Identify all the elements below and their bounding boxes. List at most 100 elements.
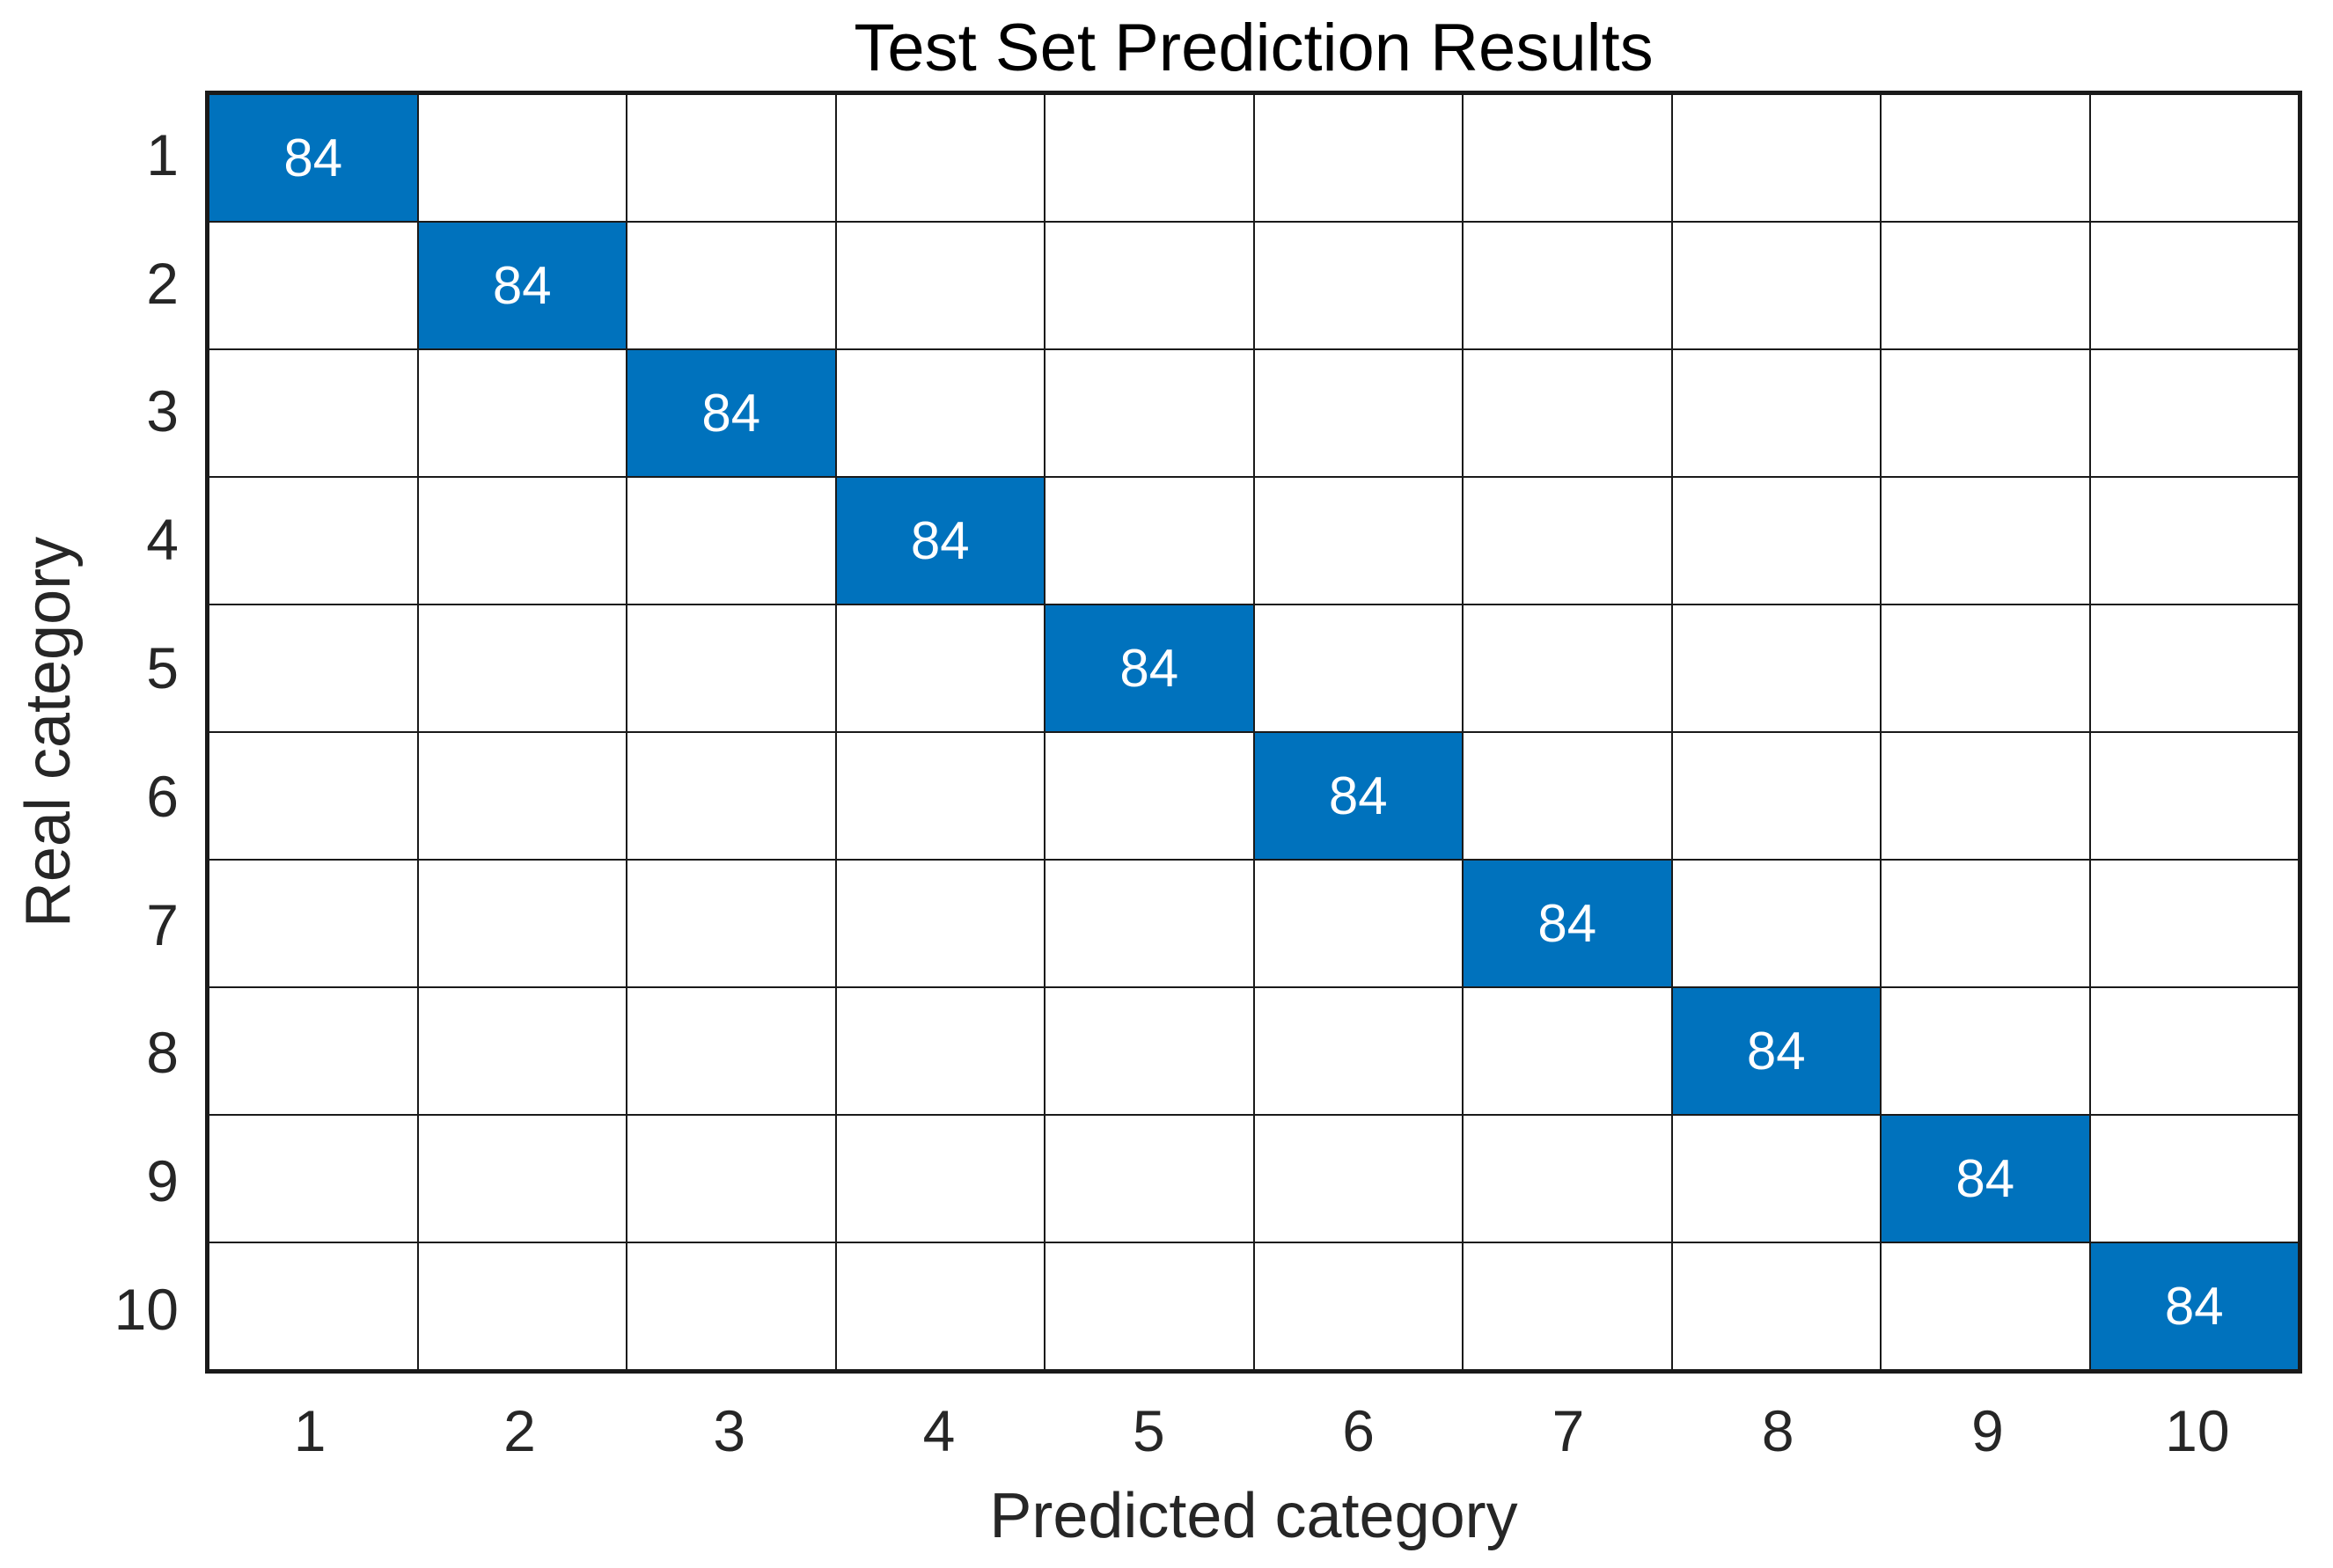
matrix-cell	[1671, 94, 1881, 222]
y-axis-label-area: Real category	[0, 91, 97, 1374]
matrix-cell	[2089, 477, 2299, 604]
matrix-cell: 84	[1253, 732, 1463, 860]
matrix-cell	[1881, 732, 2090, 860]
matrix-cell	[1253, 987, 1463, 1115]
matrix-cell	[1045, 1242, 1254, 1370]
y-tick-label: 3	[146, 378, 179, 444]
matrix-cell	[1671, 349, 1881, 477]
x-tick-label: 1	[293, 1398, 326, 1463]
matrix-cell	[627, 477, 836, 604]
y-axis-ticks: 1 2 3 4 5 6 7 8 9 10	[97, 91, 205, 1374]
matrix-cell	[2089, 222, 2299, 349]
matrix-cell	[417, 349, 627, 477]
y-tick-label: 2	[146, 250, 179, 316]
matrix-cell	[835, 604, 1045, 732]
matrix-cell	[417, 604, 627, 732]
matrix-cell	[1881, 860, 2090, 987]
matrix-cell	[1045, 94, 1254, 222]
matrix-cell	[1671, 1242, 1881, 1370]
matrix-cell	[627, 860, 836, 987]
matrix-cell	[627, 732, 836, 860]
matrix-cell	[1881, 1242, 2090, 1370]
matrix-cell	[1671, 732, 1881, 860]
matrix-cell	[209, 222, 418, 349]
matrix-cell	[417, 987, 627, 1115]
chart-title: Test Set Prediction Results	[854, 11, 1654, 85]
matrix-cell	[1671, 477, 1881, 604]
matrix-cell	[835, 222, 1045, 349]
matrix-cell	[1881, 987, 2090, 1115]
x-tick-label: 2	[503, 1398, 536, 1463]
matrix-cell	[209, 604, 418, 732]
matrix-cell	[1045, 732, 1254, 860]
matrix-cell	[1045, 222, 1254, 349]
matrix-cell	[1881, 604, 2090, 732]
matrix-cell	[627, 94, 836, 222]
x-axis-ticks: 1 2 3 4 5 6 7 8 9 10	[205, 1374, 2302, 1481]
matrix-cell	[1463, 1115, 1672, 1242]
matrix-cell: 84	[627, 349, 836, 477]
matrix-cell	[1671, 1115, 1881, 1242]
matrix-cell	[1045, 349, 1254, 477]
matrix-cell: 84	[209, 94, 418, 222]
matrix-cell: 84	[417, 222, 627, 349]
matrix-cell	[2089, 604, 2299, 732]
matrix-cell	[1671, 860, 1881, 987]
matrix-cell	[2089, 860, 2299, 987]
matrix-cell	[1463, 987, 1672, 1115]
y-tick-label: 7	[146, 891, 179, 957]
matrix-cell	[1881, 349, 2090, 477]
matrix-cell	[2089, 349, 2299, 477]
matrix-cell	[2089, 732, 2299, 860]
x-tick-label: 5	[1132, 1398, 1165, 1463]
matrix-cell	[2089, 94, 2299, 222]
confusion-matrix-grid: 84 84 84 84 84 84 84 84 84 84	[205, 91, 2302, 1374]
matrix-cell	[1045, 1115, 1254, 1242]
matrix-cell	[1463, 477, 1672, 604]
matrix-cell	[1253, 1115, 1463, 1242]
y-tick-label: 9	[146, 1148, 179, 1214]
matrix-cell	[1045, 860, 1254, 987]
matrix-cell	[1463, 222, 1672, 349]
matrix-cell	[835, 987, 1045, 1115]
y-axis-label: Real category	[13, 536, 84, 928]
x-tick-label: 3	[713, 1398, 746, 1463]
x-tick-label: 10	[2165, 1398, 2230, 1463]
y-tick-label: 6	[146, 763, 179, 829]
matrix-cell	[1881, 477, 2090, 604]
matrix-cell	[1253, 860, 1463, 987]
matrix-cell	[209, 1115, 418, 1242]
matrix-cell	[209, 987, 418, 1115]
matrix-cell	[835, 94, 1045, 222]
matrix-cell	[417, 732, 627, 860]
matrix-cell: 84	[835, 477, 1045, 604]
matrix-cell	[417, 1115, 627, 1242]
matrix-cell	[1463, 732, 1672, 860]
matrix-cell	[1253, 477, 1463, 604]
matrix-cell	[835, 732, 1045, 860]
matrix-cell	[209, 477, 418, 604]
matrix-cell	[2089, 987, 2299, 1115]
matrix-cell	[1463, 94, 1672, 222]
matrix-cell	[209, 349, 418, 477]
matrix-cell: 84	[1671, 987, 1881, 1115]
matrix-cell	[835, 349, 1045, 477]
matrix-cell	[1463, 604, 1672, 732]
matrix-cell	[209, 732, 418, 860]
matrix-cell	[627, 222, 836, 349]
matrix-cell	[417, 1242, 627, 1370]
y-tick-label: 5	[146, 635, 179, 701]
matrix-cell	[1881, 94, 2090, 222]
matrix-cell	[417, 94, 627, 222]
matrix-cell: 84	[1463, 860, 1672, 987]
y-tick-label: 4	[146, 507, 179, 573]
matrix-cell	[627, 987, 836, 1115]
matrix-cell	[1671, 222, 1881, 349]
matrix-cell: 84	[1045, 604, 1254, 732]
matrix-cell: 84	[1881, 1115, 2090, 1242]
x-tick-label: 8	[1761, 1398, 1794, 1463]
matrix-cell	[835, 860, 1045, 987]
matrix-cell	[627, 1115, 836, 1242]
matrix-cell	[835, 1242, 1045, 1370]
